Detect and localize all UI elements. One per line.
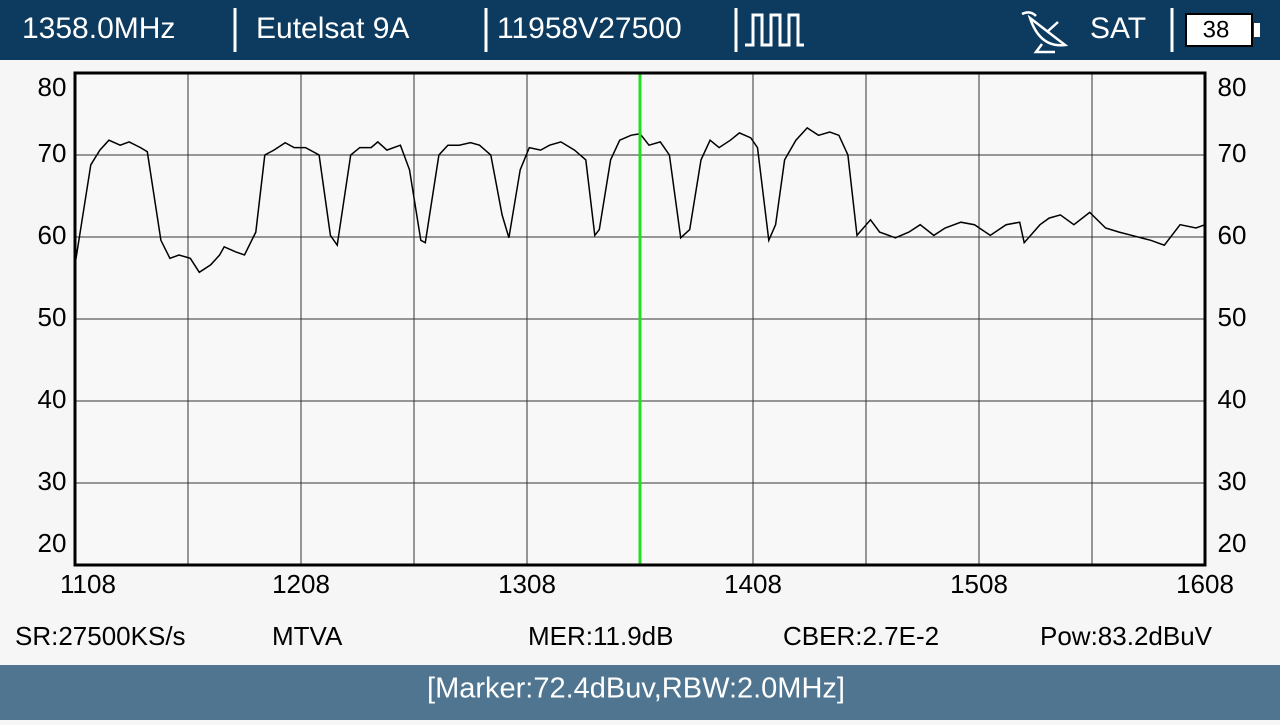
y-tick-label: 20 <box>38 528 67 558</box>
x-tick-label: 1608 <box>1176 569 1234 599</box>
plot-border <box>73 71 1207 567</box>
y-tick-label: 30 <box>1218 466 1247 496</box>
channel: MTVA <box>272 621 343 651</box>
x-tick-label: 1308 <box>498 569 556 599</box>
y-tick-label: 50 <box>38 302 67 332</box>
pulse-icon <box>745 13 804 47</box>
x-tick-label: 1508 <box>950 569 1008 599</box>
trace <box>74 126 1206 274</box>
satellite-name: Eutelsat 9A <box>256 12 409 45</box>
x-tick-label: 1208 <box>272 569 330 599</box>
header-bar <box>0 0 1280 60</box>
plot: 20 20 30 30 40 40 50 50 60 60 70 70 80 80 1108 1208 1308… <box>38 71 1247 599</box>
dish-icon <box>1021 11 1069 54</box>
y-tick-label: 40 <box>38 384 67 414</box>
cber: CBER:2.7E-2 <box>783 621 939 651</box>
frequency: 1358.0MHz <box>22 12 175 45</box>
y-tick-label: 70 <box>1218 138 1247 168</box>
y-tick-label: 20 <box>1218 528 1247 558</box>
marker-readout: [Marker:72.4dBuv,RBW:2.0MHz] <box>427 673 845 705</box>
mer: MER:11.9dB <box>528 621 673 651</box>
battery <box>1185 13 1253 47</box>
symbol-rate: SR:27500KS/s <box>15 621 186 651</box>
power: Pow:83.2dBuV <box>1040 621 1213 651</box>
y-tick-label: 40 <box>1218 384 1247 414</box>
mode: SAT <box>1090 12 1146 45</box>
y-tick-label: 80 <box>38 72 67 102</box>
y-tick-label: 80 <box>1218 72 1247 102</box>
y-tick-label: 70 <box>38 138 67 168</box>
x-tick-label: 1408 <box>724 569 782 599</box>
y-tick-label: 60 <box>1218 220 1247 250</box>
footer-bar <box>0 665 1280 720</box>
battery-tip <box>1254 23 1260 37</box>
transponder: 11958V27500 <box>497 12 682 45</box>
x-tick-label: 1108 <box>60 569 116 599</box>
y-tick-label: 30 <box>38 466 67 496</box>
y-tick-label: 60 <box>38 220 67 250</box>
y-tick-label: 50 <box>1218 302 1247 332</box>
battery-level: 38 <box>1203 16 1230 43</box>
